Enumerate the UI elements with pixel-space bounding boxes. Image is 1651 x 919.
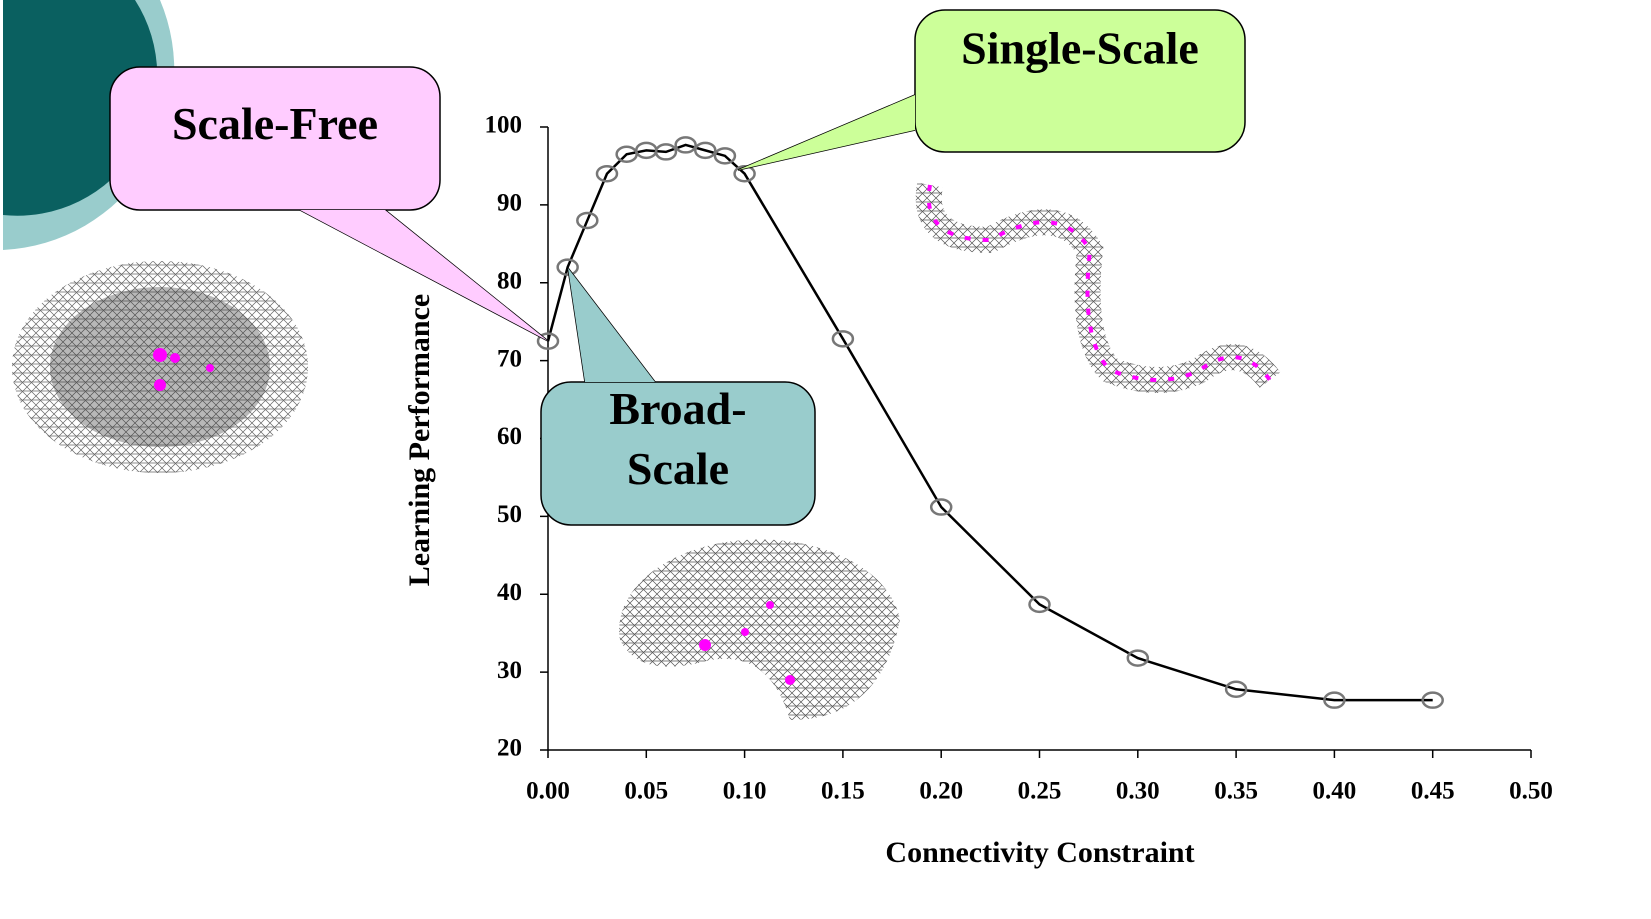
callout-text: Scale xyxy=(627,443,729,494)
callout-box xyxy=(914,9,1246,153)
marker xyxy=(694,141,717,160)
marker xyxy=(556,258,579,276)
callout-box xyxy=(109,66,441,211)
callout-text: Broad- xyxy=(609,383,746,434)
x-tick-label: 0.15 xyxy=(821,778,865,805)
callout-text: Scale-Free xyxy=(172,98,378,149)
callout-box xyxy=(300,210,548,341)
y-tick-label: 100 xyxy=(485,112,523,139)
marker xyxy=(1028,595,1051,614)
y-tick-label: 20 xyxy=(497,735,522,762)
x-tick-label: 0.10 xyxy=(723,778,767,805)
x-tick-label: 0.50 xyxy=(1509,778,1553,805)
y-tick-label: 30 xyxy=(497,657,522,684)
network-images xyxy=(12,182,1281,720)
y-tick-label: 80 xyxy=(497,267,522,294)
callout-box xyxy=(540,381,816,526)
marker xyxy=(713,147,737,165)
marker xyxy=(674,136,697,154)
x-tick-label: 0.00 xyxy=(526,778,570,805)
marker xyxy=(576,211,599,230)
x-tick-label: 0.35 xyxy=(1214,778,1258,805)
x-tick-label: 0.40 xyxy=(1313,778,1357,805)
y-tick-label: 60 xyxy=(497,423,522,450)
y-tick-label: 90 xyxy=(497,190,522,217)
marker xyxy=(1421,691,1444,709)
y-tick-label: 40 xyxy=(497,579,522,606)
y-tick-label: 70 xyxy=(497,345,522,372)
y-tick-label: 50 xyxy=(497,501,522,528)
callouts: Scale-Free Single-Scale Broad- Scale xyxy=(109,9,1246,526)
callout-text: Single-Scale xyxy=(961,23,1199,74)
y-axis-label: Learning Performance xyxy=(403,294,436,586)
marker xyxy=(733,164,756,183)
x-tick-label: 0.05 xyxy=(624,778,668,805)
marker xyxy=(831,330,855,348)
marker xyxy=(536,332,560,350)
marker xyxy=(1224,680,1248,699)
marker xyxy=(929,498,953,516)
x-tick-label: 0.20 xyxy=(919,778,963,805)
marker xyxy=(1126,649,1150,667)
marker xyxy=(654,143,678,161)
x-axis-label: Connectivity Constraint xyxy=(885,836,1194,869)
marker xyxy=(1323,691,1346,709)
marker xyxy=(595,164,619,183)
x-tick-label: 0.45 xyxy=(1411,778,1455,805)
plot: 20 30 40 50 60 70 80 90 100 0.00 0.05 0.10 0.15 0.20 0… xyxy=(485,112,1553,805)
callout-box xyxy=(738,95,915,170)
x-tick-label: 0.30 xyxy=(1116,778,1160,805)
x-tick-label: 0.25 xyxy=(1018,778,1062,805)
callout-box xyxy=(568,268,655,382)
